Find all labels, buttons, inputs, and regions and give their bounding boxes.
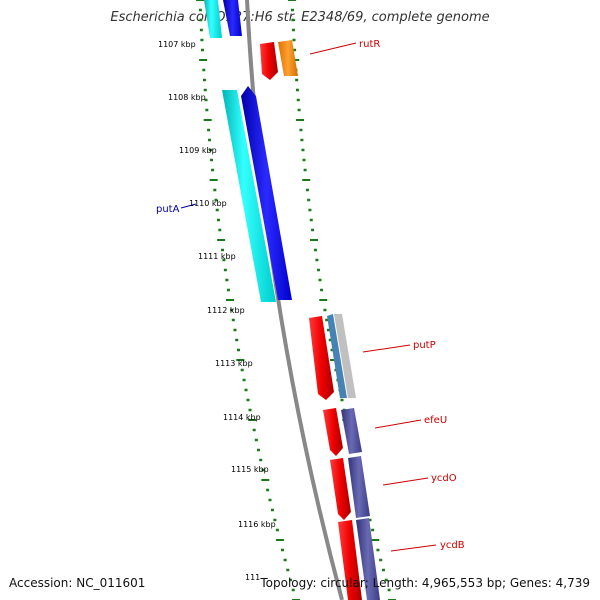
topology-summary: Topology: circular; Length: 4,965,553 bp… [260, 576, 590, 590]
scale-label-1111: 1111 kbp [198, 252, 236, 261]
leader-efeU [374, 419, 422, 429]
leader-rutR [309, 42, 357, 55]
feature-efeU-slate [341, 408, 362, 454]
leader-ycdB [390, 544, 437, 552]
feature-ycdO-red [330, 458, 351, 520]
scale-label-1112: 1112 kbp [207, 306, 245, 315]
leader-putP [362, 344, 411, 353]
leader-ycdO [382, 477, 429, 486]
scale-label-1109: 1109 kbp [179, 146, 217, 155]
gene-label-putA[interactable]: putA [156, 204, 180, 215]
leader-putA [180, 203, 197, 209]
feature-putP-gray [334, 314, 356, 398]
feature-cyan-top [204, 0, 222, 38]
gene-label-putP[interactable]: putP [413, 340, 436, 351]
feature-putP-red [309, 316, 334, 400]
scale-label-1114: 1114 kbp [223, 413, 261, 422]
feature-putA-blue [241, 86, 292, 300]
feature-putA-cyan [222, 90, 276, 302]
feature-putP-steel [327, 314, 347, 398]
accession-text: Accession: NC_011601 [9, 576, 146, 590]
scale-label-1116: 1116 kbp [238, 520, 276, 529]
feature-ycdB-red [338, 520, 362, 600]
scale-label-1110: 1110 kbp [189, 199, 227, 208]
inner-tick-ring [196, 0, 300, 600]
scale-label-1107: 1107 kbp [158, 40, 196, 49]
feature-efeU-red [323, 408, 343, 456]
map-title: Escherichia coli O127:H6 str. E2348/69, … [110, 10, 490, 25]
feature-ycdB-slate [356, 518, 380, 600]
gene-label-efeU[interactable]: efeU [424, 415, 447, 426]
scale-label-1115: 1115 kbp [231, 465, 269, 474]
gene-label-ycdO[interactable]: ycdO [431, 473, 457, 484]
feature-orange [278, 40, 298, 76]
feature-ycdO-slate [348, 456, 370, 518]
feature-blue-top [223, 0, 242, 36]
gene-label-ycdB[interactable]: ycdB [440, 540, 465, 551]
feature-rutR-red [260, 42, 278, 80]
scale-label-1113: 1113 kbp [215, 359, 253, 368]
gene-label-rutR[interactable]: rutR [359, 39, 380, 50]
scale-label-111x: 111 [245, 573, 260, 582]
scale-label-1108: 1108 kbp [168, 93, 206, 102]
